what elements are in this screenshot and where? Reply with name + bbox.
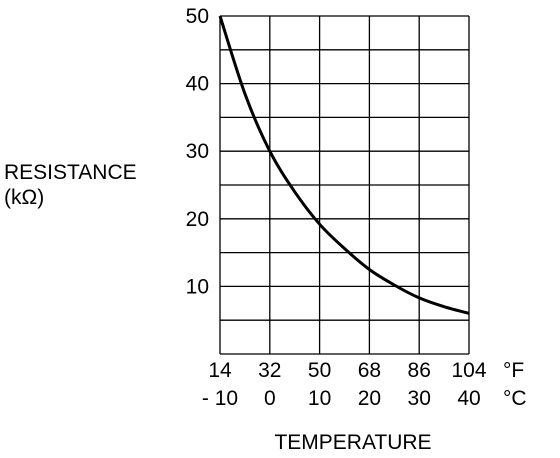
x-tick-label-fahrenheit: 32 — [258, 359, 281, 382]
x-axis-label: TEMPERATURE — [274, 431, 431, 454]
y-tick-label: 50 — [186, 5, 209, 28]
x-tick-label-fahrenheit: 68 — [358, 359, 381, 382]
y-tick-label: 20 — [186, 208, 209, 231]
y-tick-label: 30 — [186, 140, 209, 163]
y-tick-label: 40 — [186, 73, 209, 96]
x-tick-label-celsius: 0 — [264, 387, 276, 410]
x-unit-fahrenheit: °F — [503, 359, 524, 382]
grid — [219, 15, 470, 355]
x-tick-labels-fahrenheit: 14 32 50 68 86 104 — [208, 359, 487, 382]
x-tick-label-fahrenheit: 86 — [408, 359, 431, 382]
x-tick-label-celsius: - 10 — [202, 387, 238, 410]
x-tick-label-celsius: 40 — [457, 387, 480, 410]
x-unit-celsius: °C — [503, 387, 527, 410]
x-tick-label-fahrenheit: 14 — [208, 359, 232, 382]
x-tick-label-fahrenheit: 50 — [308, 359, 331, 382]
y-axis-label-line1: RESISTANCE — [4, 161, 137, 184]
x-tick-labels-celsius: - 10 0 10 20 30 40 — [202, 387, 481, 410]
y-axis-label-line2: (kΩ) — [4, 186, 44, 209]
x-tick-label-celsius: 10 — [308, 387, 331, 410]
x-tick-label-celsius: 30 — [408, 387, 431, 410]
x-tick-label-fahrenheit: 104 — [451, 359, 486, 382]
x-tick-label-celsius: 20 — [358, 387, 381, 410]
y-tick-labels: 50 40 30 20 10 — [186, 5, 209, 298]
y-tick-label: 10 — [186, 275, 209, 298]
resistance-curve — [218, 15, 470, 315]
